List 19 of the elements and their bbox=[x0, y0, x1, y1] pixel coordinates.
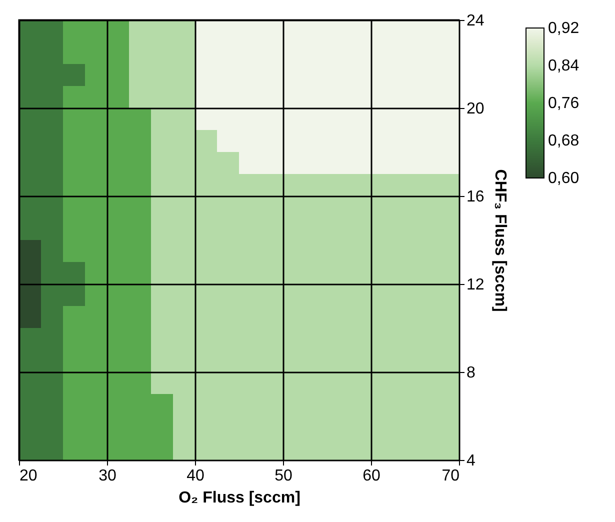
y-tick-label: 24 bbox=[466, 12, 484, 30]
y-axis-title: CHF₃ Fluss [sccm] bbox=[491, 169, 508, 312]
y-tick-label: 4 bbox=[466, 452, 476, 470]
y-tick-label: 8 bbox=[466, 364, 476, 382]
x-tick-label: 60 bbox=[362, 468, 380, 484]
x-tick-label: 30 bbox=[98, 468, 116, 484]
y-tick-label: 16 bbox=[466, 188, 484, 206]
color-bar-label: 0,60 bbox=[548, 170, 580, 187]
y-tick-label: 20 bbox=[466, 100, 484, 118]
color-bar-label: 0,68 bbox=[548, 132, 580, 150]
color-bar-label: 0,92 bbox=[548, 20, 580, 37]
x-tick-label: 50 bbox=[274, 468, 292, 484]
x-axis-title: O₂ Fluss [sccm] bbox=[178, 490, 300, 506]
x-tick-label: 20 bbox=[20, 468, 38, 484]
y-tick-label: 12 bbox=[466, 276, 484, 294]
x-tick-label: 70 bbox=[442, 468, 460, 484]
color-bar-label: 0,76 bbox=[548, 95, 580, 112]
x-tick-label: 40 bbox=[186, 468, 204, 484]
color-bar-label: 0,84 bbox=[548, 58, 580, 74]
